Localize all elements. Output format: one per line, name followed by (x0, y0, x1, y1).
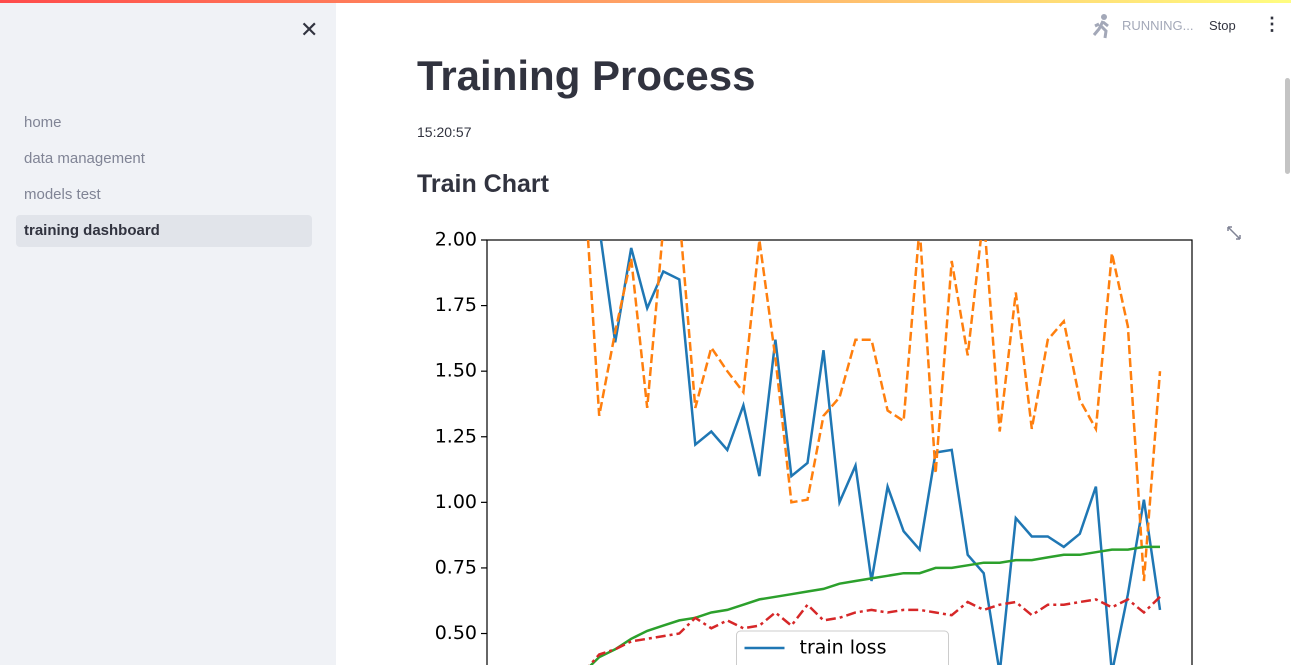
plot-area (486, 239, 1193, 665)
series-line (589, 545, 1160, 665)
series-line (588, 595, 1161, 665)
page-title: Training Process (417, 52, 756, 99)
running-icon (1092, 14, 1109, 39)
stop-button[interactable]: Stop (1209, 18, 1236, 33)
subheader: Train Chart (417, 170, 549, 198)
y-tick-label: 0.75 (435, 556, 477, 578)
main-menu[interactable]: ⋮ (1263, 14, 1281, 34)
y-tick-label: 1.50 (435, 360, 477, 382)
sidebar: ✕ home data management models test training… (0, 3, 336, 665)
series-line (586, 240, 1162, 582)
nav-link[interactable]: home (24, 114, 62, 131)
y-tick-label: 1.00 (435, 491, 477, 513)
nav-link[interactable]: data management (24, 150, 145, 167)
nav-link[interactable]: training dashboard (16, 215, 312, 247)
y-tick-label: 1.25 (435, 425, 477, 447)
y-tick-label: 2.00 (435, 229, 477, 251)
legend (736, 630, 949, 665)
scrollbar[interactable] (1285, 78, 1290, 174)
status: RUNNING... (1122, 18, 1194, 33)
close-button[interactable]: ✕ (300, 17, 319, 42)
nav-link[interactable]: models test (24, 186, 101, 203)
expand-icon[interactable] (1227, 226, 1241, 240)
timestamp: 15:20:57 (417, 124, 472, 140)
legend-label: train loss (800, 637, 887, 659)
plot-lines (586, 240, 1162, 665)
top-bar (0, 0, 1291, 3)
series-line (599, 240, 1162, 665)
y-tick-label: 0.50 (435, 622, 477, 644)
y-tick-label: 1.75 (435, 294, 477, 316)
